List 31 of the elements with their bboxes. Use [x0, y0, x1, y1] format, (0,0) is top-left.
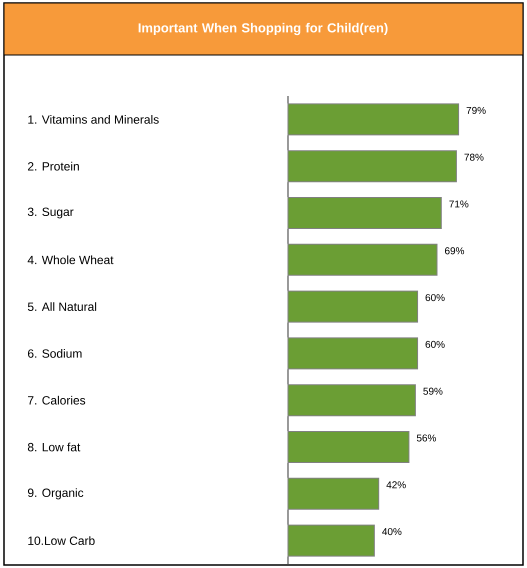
data-label: 60%	[426, 294, 445, 302]
data-label: 60%	[426, 340, 445, 348]
data-label: 42%	[386, 481, 406, 488]
data-label: 79%	[466, 106, 486, 114]
bar	[287, 290, 418, 323]
bar	[287, 384, 416, 416]
y-tick-label: 7. Calories	[28, 396, 86, 405]
bar	[287, 196, 442, 229]
y-tick-label: 6. Sodium	[28, 349, 82, 358]
data-label: 69%	[445, 247, 464, 254]
y-tick-label: 3. Sugar	[28, 208, 74, 218]
bar	[287, 430, 410, 463]
y-tick-label: 2. Protein	[28, 162, 79, 171]
chart-title: Important When Shopping for Child(ren)	[138, 22, 388, 36]
bar	[287, 150, 457, 182]
y-tick-label: 1. Vitamins and Minerals	[28, 115, 159, 124]
y-tick-label: 4. Whole Wheat	[28, 255, 114, 264]
data-label: 40%	[382, 528, 402, 536]
bar	[287, 478, 380, 510]
data-label: 78%	[464, 154, 484, 161]
bar	[287, 244, 438, 276]
data-label: 59%	[423, 388, 443, 395]
bar	[287, 103, 460, 136]
data-label: 56%	[416, 434, 436, 442]
y-tick-label: 8. Low fat	[28, 442, 80, 452]
y-tick-label: 9. Organic	[28, 488, 84, 500]
y-tick-label: 10.Low Carb	[28, 536, 95, 545]
bar	[287, 524, 375, 557]
bar	[287, 337, 418, 370]
data-label: 71%	[449, 200, 468, 208]
y-tick-label: 5. All Natural	[28, 302, 96, 311]
